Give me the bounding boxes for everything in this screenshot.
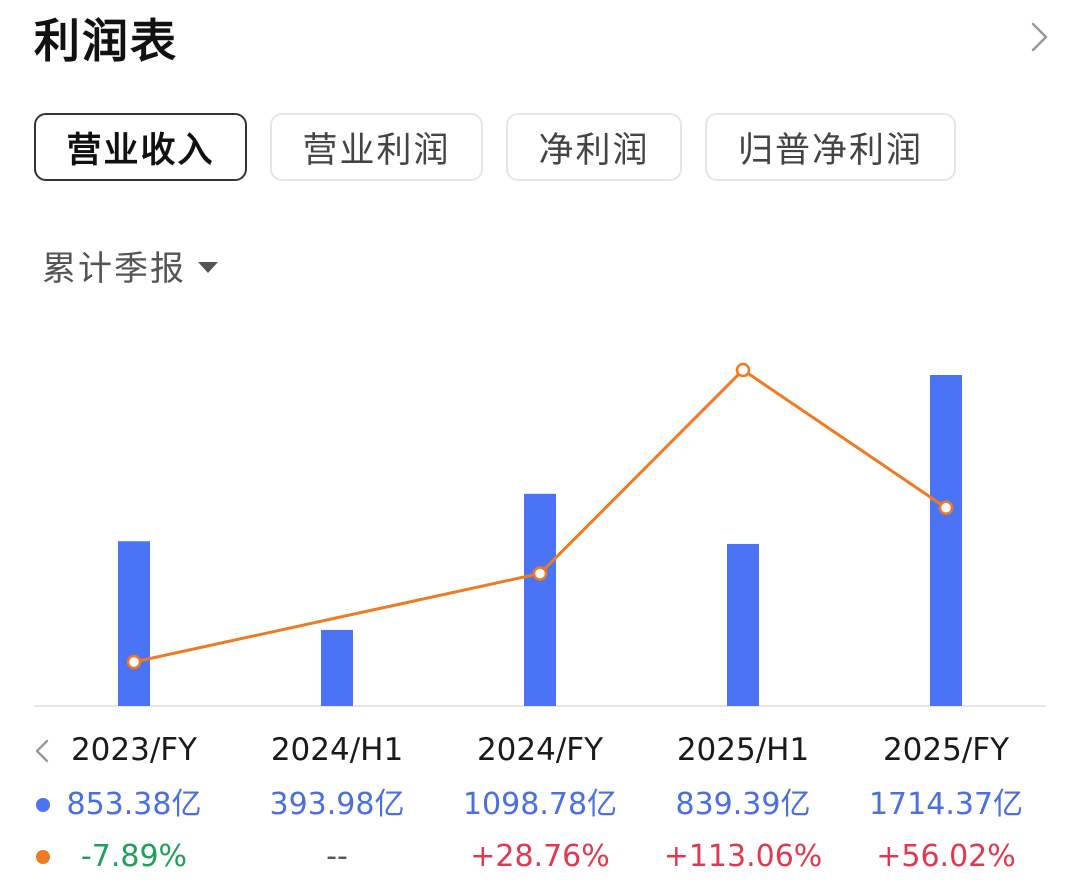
- x-tick-label-2025/FY: 2025/FY: [882, 732, 1010, 768]
- period-dropdown[interactable]: 累计季报: [42, 240, 218, 290]
- x-tick-label-2024/H1: 2024/H1: [270, 732, 404, 768]
- tab-attributable-net-profit[interactable]: 归普净利润: [705, 113, 956, 181]
- growth-value-label-2024/H1: --: [326, 839, 348, 874]
- header: 利润表: [0, 0, 1080, 90]
- bar-2024/FY: [524, 493, 556, 706]
- growth-value-label-2024/FY: +28.76%: [470, 839, 610, 874]
- bar-2025/H1: [727, 543, 759, 706]
- bar-value-label-2024/H1: 393.98亿: [269, 787, 405, 822]
- bar-2025/FY: [930, 375, 962, 706]
- chevron-right-icon[interactable]: [1022, 20, 1056, 54]
- growth-point-2025/H1: [735, 362, 751, 378]
- growth-point-2023/FY: [126, 654, 142, 670]
- tab-net-profit[interactable]: 净利润: [506, 113, 682, 181]
- tab-revenue[interactable]: 营业收入: [34, 113, 247, 181]
- page-title: 利润表: [34, 14, 178, 68]
- chart: [34, 362, 1046, 707]
- bar-2023/FY: [118, 541, 150, 706]
- growth-value-label-2025/H1: +113.06%: [663, 839, 823, 874]
- x-tick-label-2024/FY: 2024/FY: [476, 732, 604, 768]
- bar-2024/H1: [321, 629, 353, 706]
- bar-value-label-2024/FY: 1098.78亿: [462, 787, 618, 822]
- growth-value-label-2025/FY: +56.02%: [876, 839, 1016, 874]
- growth-point-2024/FY: [532, 566, 548, 581]
- caret-down-icon: [198, 261, 218, 273]
- bar-legend-dot: [36, 798, 50, 812]
- bar-value-label-2025/H1: 839.39亿: [675, 787, 811, 822]
- tab-operating-profit[interactable]: 营业利润: [270, 113, 483, 181]
- period-label: 累计季报: [42, 248, 186, 289]
- bar-value-label-2025/FY: 1714.37亿: [868, 787, 1024, 822]
- line-legend-dot: [36, 850, 50, 864]
- growth-point-2025/FY: [938, 500, 954, 515]
- growth-value-label-2023/FY: -7.89%: [80, 839, 188, 874]
- chevron-left-icon[interactable]: [32, 738, 52, 764]
- growth-line: [133, 368, 947, 664]
- value-row: 853.38亿 393.98亿 1098.78亿 839.39亿 1714.37亿: [0, 780, 1080, 830]
- x-axis-labels: 2023/FY 2024/H1 2024/FY 2025/H1 2025/FY: [0, 725, 1080, 775]
- bar-value-label-2023/FY: 853.38亿: [66, 787, 202, 822]
- x-tick-label-2023/FY: 2023/FY: [70, 732, 198, 768]
- growth-row: -7.89% -- +28.76% +113.06% +56.02%: [0, 832, 1080, 882]
- x-tick-label-2025/H1: 2025/H1: [676, 732, 810, 768]
